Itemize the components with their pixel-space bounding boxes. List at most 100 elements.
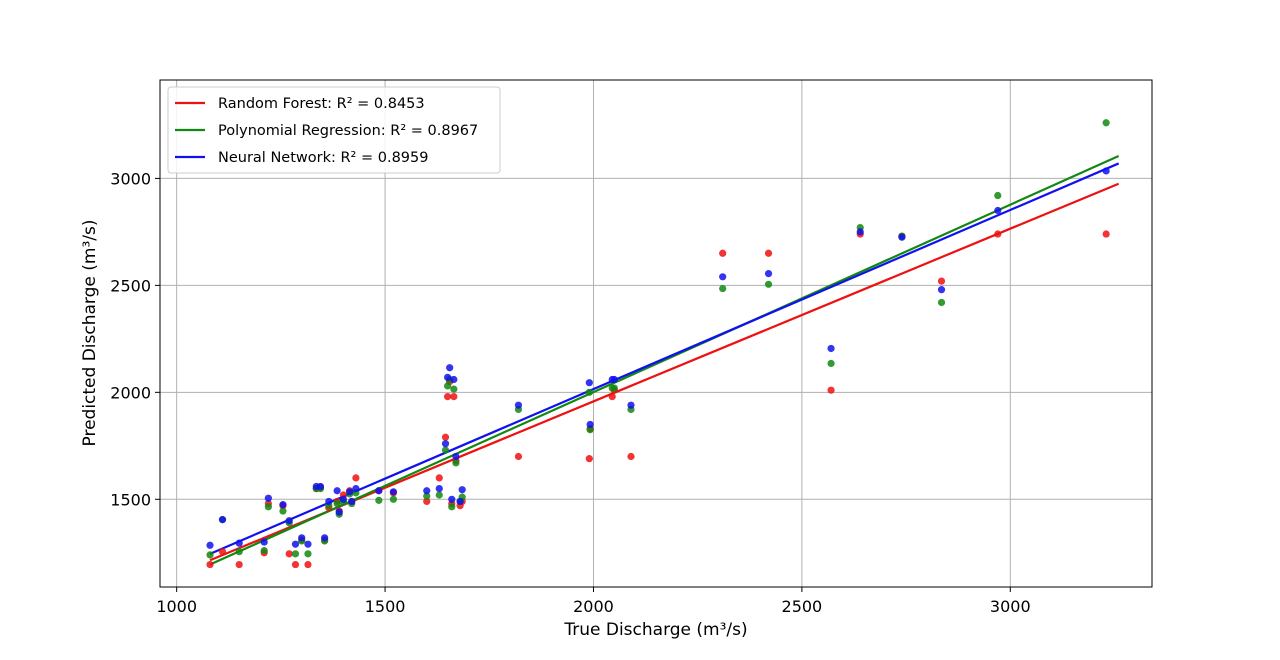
data-point [279,501,287,509]
x-tick-label: 2000 [573,597,614,616]
data-point [291,560,300,569]
data-point [450,375,458,384]
data-point [719,249,727,257]
data-point [764,249,773,257]
data-point [235,560,243,569]
data-point [1102,119,1110,127]
data-point [375,496,383,504]
data-point [235,548,243,556]
data-point [446,364,454,372]
fit-line [209,154,1120,566]
data-point [298,534,306,542]
data-point [458,486,466,494]
data-point [441,433,450,441]
data-point [827,344,835,353]
data-point [435,491,443,499]
y-tick-label: 1500 [110,490,151,509]
data-point [450,385,458,393]
data-point [586,426,594,434]
data-point [608,393,616,401]
legend-entry: Random Forest: R² = 0.8453 [218,96,425,112]
data-point [335,508,343,516]
data-point [456,497,464,506]
data-point [352,474,360,482]
data-point [264,494,272,502]
x-axis-label: True Discharge (m³/s) [563,620,747,640]
data-point [856,228,864,236]
data-point [304,560,312,569]
data-point [333,487,341,495]
data-point [304,540,312,548]
legend-entry: Neural Network: R² = 0.8959 [218,150,428,166]
data-point [719,273,727,281]
data-point [325,497,333,506]
data-point [285,517,293,525]
y-tick-label: 2000 [110,383,151,402]
data-point [448,495,456,503]
data-point [627,401,635,409]
data-point [352,484,360,493]
data-point [937,286,946,294]
data-point [441,440,450,448]
data-point [260,547,268,555]
data-point [610,384,618,392]
data-point [291,540,300,548]
data-point [339,495,347,503]
x-tick-label: 3000 [990,597,1031,616]
y-tick-label: 3000 [110,169,151,188]
data-point [994,230,1002,238]
data-point [443,373,452,381]
data-point [423,497,431,506]
data-point [206,551,214,559]
data-point [218,516,227,524]
data-point [937,277,946,285]
data-point [333,499,341,508]
data-point [346,488,354,496]
data-point [423,487,431,495]
data-point [389,488,398,496]
legend-box [167,86,501,174]
data-point [827,386,835,394]
legend: Random Forest: R² = 0.8453 Polynomial Reg… [167,86,501,174]
data-point [450,393,458,401]
data-point [514,452,523,461]
data-point [348,497,356,506]
y-axis-label: Predicted Discharge (m³/s) [80,220,100,447]
data-point [994,206,1002,215]
data-point [898,233,906,241]
data-point [206,560,214,569]
data-point [452,452,460,461]
fit-line [209,162,1120,555]
x-tick-label: 2500 [782,597,823,616]
data-point [719,284,727,293]
x-axis-ticks: 1000 1500 2000 2500 3000 [156,587,1031,616]
data-point [585,388,593,396]
data-point [994,191,1002,200]
data-point [279,507,287,515]
data-point [764,270,773,278]
fit-lines [209,154,1120,566]
data-point [206,541,214,549]
data-point [1102,167,1110,175]
data-point [423,492,431,500]
data-point [285,550,293,558]
data-point [260,538,268,546]
data-point [435,474,443,482]
data-point [441,446,450,454]
data-point [316,482,325,491]
data-point [235,539,243,547]
data-point [514,401,523,409]
data-point [610,375,618,384]
data-point [375,487,383,495]
x-tick-label: 1500 [365,597,406,616]
data-point [264,503,272,511]
data-point [452,459,460,467]
data-point [443,393,452,401]
data-point [435,484,443,493]
data-point [627,452,635,461]
data-point [389,495,398,503]
data-point [585,379,593,387]
data-point [827,359,835,368]
data-point [585,455,593,463]
